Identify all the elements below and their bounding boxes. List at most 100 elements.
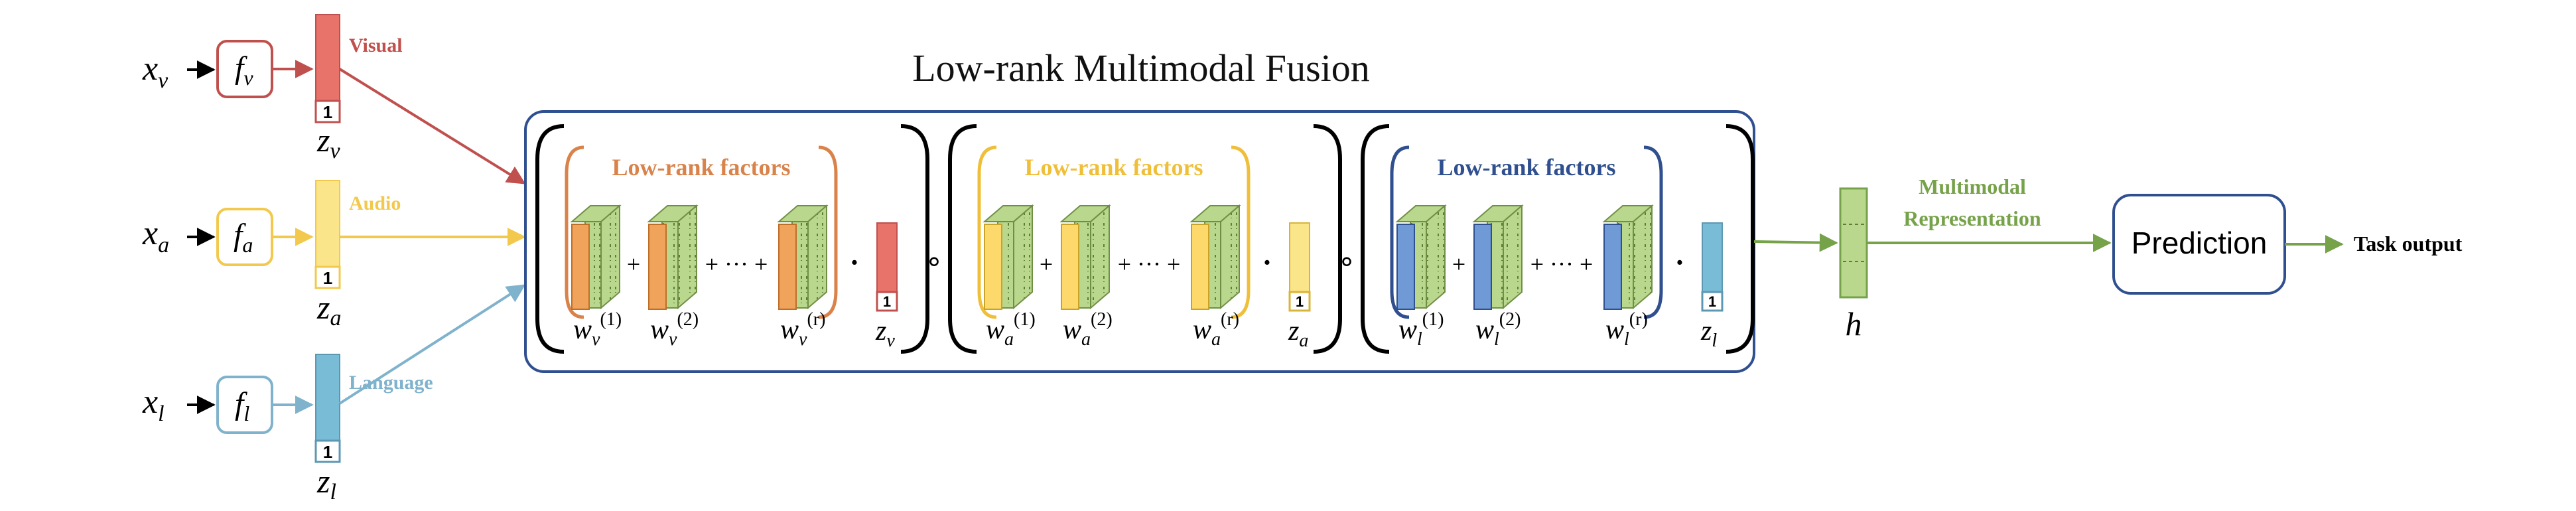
arrow-visual-to-fusion (338, 68, 526, 184)
z-unit-text: 1 (883, 293, 891, 310)
factor-block-front (648, 224, 667, 310)
factors-bracket-right (818, 145, 838, 319)
fusion-group-l: Low-rank factors wl(1) wl(2) wl(r) + + ··· + ·… (1361, 124, 1755, 354)
z-vector (1289, 222, 1310, 293)
z-label: zv (875, 316, 895, 351)
outer-bracket-right (1726, 124, 1755, 354)
low-rank-factors-label: Low-rank factors (612, 154, 791, 181)
plus-ellipsis-operator: + ··· + (1530, 251, 1593, 277)
factor-block: wl(1) (1395, 204, 1447, 350)
factor-block: wv(r) (777, 204, 829, 350)
factor-block-front (1191, 224, 1209, 310)
outer-bracket-left (1361, 124, 1390, 354)
dot-operator: · (1675, 246, 1685, 279)
multimodal-representation-line2: Representation (1903, 206, 2041, 230)
plus-operator: + (1452, 251, 1465, 277)
x-a-label: xa (142, 214, 169, 257)
factor-block-side (1503, 204, 1523, 310)
factor-block-front (778, 224, 797, 310)
factor-weight-label: wl(1) (1398, 309, 1444, 350)
low-rank-factors-label: Low-rank factors (1438, 154, 1616, 181)
x-l-label: xl (142, 383, 165, 426)
factor-block-side (677, 204, 697, 310)
factor-block-side (807, 204, 827, 310)
factors-bracket-left (1390, 145, 1410, 319)
fusion-groups: Low-rank factors wv(1) wv(2) wv(r) + + ··· + ·… (535, 124, 1755, 354)
z-unit-cell (1701, 291, 1724, 312)
factor-weight-label: wv(1) (573, 309, 622, 350)
factor-block-front (1603, 224, 1622, 310)
audio-label: Audio (349, 192, 401, 214)
low-rank-factors-label: Low-rank factors (1025, 154, 1203, 181)
factors-bracket-left (565, 145, 584, 319)
zl-label: zl (316, 463, 336, 504)
multimodal-representation-line1: Multimodal (1919, 175, 2026, 198)
zl-unit-cell (314, 439, 341, 463)
z-unit-cell (1288, 291, 1311, 312)
x-v-label: xv (142, 50, 169, 93)
factor-weight-label: wv(r) (780, 309, 825, 350)
zl-vector (315, 354, 340, 441)
factor-weight-label: wv(2) (650, 309, 699, 350)
z-unit-text: 1 (1296, 293, 1304, 310)
arrow-language-to-fusion (338, 284, 526, 405)
outer-bracket-right (900, 124, 929, 354)
fusion-group-a: Low-rank factors wa(1) wa(2) wa(r) + + ··· + ·… (948, 124, 1342, 354)
z-unit-cell (876, 291, 898, 312)
visual-label: Visual (349, 35, 403, 56)
factor-weight-label: wa(2) (1063, 309, 1113, 350)
factor-block: wa(2) (1059, 204, 1113, 350)
fusion-box (524, 110, 1755, 373)
factors-bracket-right (1643, 145, 1663, 319)
arrow-fusion-to-h (1753, 233, 1838, 252)
factor-block: wv(2) (647, 204, 699, 350)
factor-block-front (1061, 224, 1079, 310)
plus-operator: + (1040, 251, 1053, 277)
factor-block-side (1426, 204, 1446, 310)
hadamard-operator: ∘ (1337, 245, 1356, 277)
factor-weight-label: wl(2) (1475, 309, 1521, 350)
h-vector (1839, 187, 1868, 299)
za-unit-text: 1 (323, 268, 332, 288)
prediction-label: Prediction (2132, 226, 2268, 260)
factor-weight-label: wl(r) (1605, 309, 1648, 350)
factor-block-side (1220, 204, 1240, 310)
factor-block-front (1396, 224, 1415, 310)
plus-ellipsis-operator: + ··· + (705, 251, 768, 277)
factors-bracket-left (977, 145, 997, 319)
factor-block: wa(r) (1189, 204, 1241, 350)
factor-block: wl(r) (1602, 204, 1654, 350)
hadamard-operator: ∘ (925, 245, 943, 277)
plus-ellipsis-operator: + ··· + (1118, 251, 1181, 277)
zv-unit-cell (314, 100, 341, 123)
fusion-group-v: Low-rank factors wv(1) wv(2) wv(r) + + ··· + ·… (535, 124, 929, 354)
zv-unit-text: 1 (323, 102, 332, 122)
factor-weight-label: wa(r) (1193, 309, 1239, 350)
factor-block-side (1633, 204, 1653, 310)
z-label: zl (1700, 316, 1717, 351)
factor-block-side (600, 204, 620, 310)
outer-bracket-left (535, 124, 565, 354)
input-row-audio: xa fa 1 Audio za (142, 180, 526, 330)
task-output-label: Task output (2354, 232, 2463, 256)
h-label: h (1846, 305, 1862, 342)
input-row-visual: xv fv 1 Visual zv (142, 14, 526, 184)
factor-block-front (1473, 224, 1492, 310)
factor-block-side (1090, 204, 1110, 310)
factor-block-front (984, 224, 1002, 310)
factor-block: wa(1) (983, 204, 1036, 350)
input-row-language: xl fl 1 Language zl (142, 284, 526, 504)
z-vector (876, 222, 898, 293)
factors-bracket-right (1231, 145, 1251, 319)
zl-unit-text: 1 (323, 442, 332, 462)
factor-block-front (571, 224, 590, 310)
outer-bracket-right (1313, 124, 1342, 354)
dot-operator: · (850, 246, 860, 279)
z-vector (1702, 222, 1723, 293)
factor-block: wv(1) (570, 204, 622, 350)
za-unit-cell (314, 265, 341, 289)
factor-block: wl(2) (1472, 204, 1524, 350)
za-label: za (316, 289, 341, 330)
zv-label: zv (316, 121, 340, 163)
z-unit-text: 1 (1708, 293, 1716, 310)
